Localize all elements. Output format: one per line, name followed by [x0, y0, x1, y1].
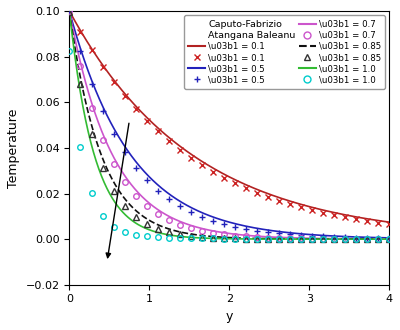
X-axis label: y: y — [226, 310, 233, 323]
Legend: Caputo-Fabrizio, Atangana Baleanu, \u03b1 = 0.1, \u03b1 = 0.1, \u03b1 = 0.5, \u0: Caputo-Fabrizio, Atangana Baleanu, \u03b… — [184, 15, 385, 89]
Y-axis label: Temperature: Temperature — [7, 108, 20, 187]
